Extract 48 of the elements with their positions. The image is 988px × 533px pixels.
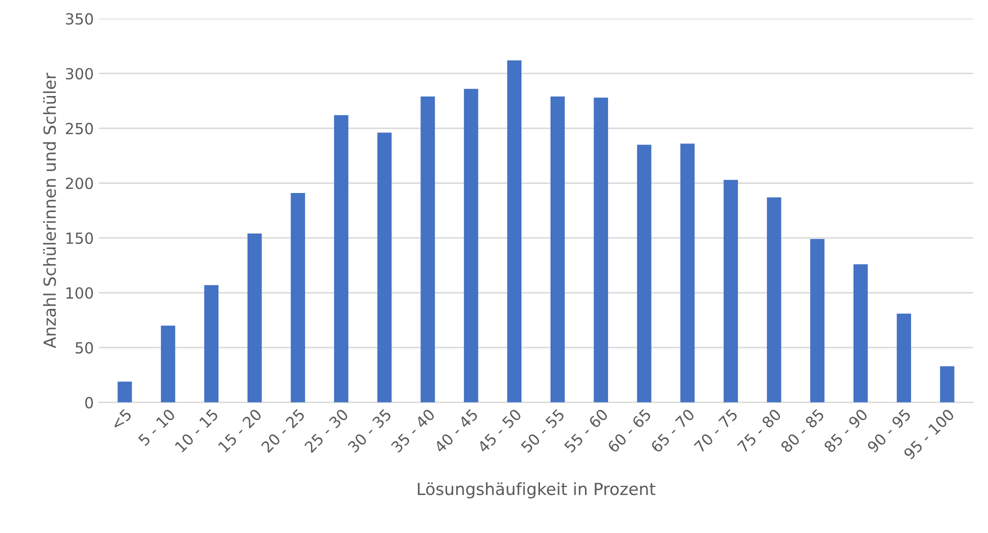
x-tick-label: <5 <box>110 408 132 430</box>
x-tick-label: 75 - 80 <box>736 408 782 454</box>
bar <box>377 132 392 402</box>
bar <box>420 96 435 402</box>
bar <box>637 144 652 402</box>
y-tick-label: 150 <box>66 232 93 244</box>
bar <box>118 382 132 402</box>
x-tick-label: 80 - 85 <box>780 408 825 454</box>
bar <box>247 234 262 402</box>
x-tick-label: 45 - 50 <box>476 408 522 454</box>
x-tick-label: 25 - 30 <box>304 408 349 454</box>
y-tick-label: 100 <box>66 287 93 299</box>
bar <box>550 96 565 402</box>
bar <box>680 144 695 402</box>
x-tick-label: 15 - 20 <box>218 408 262 453</box>
bar <box>940 366 954 402</box>
y-tick-label: 300 <box>66 68 93 80</box>
bar <box>724 180 738 402</box>
x-tick-label: 65 - 70 <box>650 408 696 454</box>
y-tick-label: 250 <box>66 122 93 134</box>
y-tick-label: 50 <box>76 342 93 354</box>
x-tick-label: 20 - 25 <box>260 408 306 454</box>
y-tick-label: 0 <box>85 396 93 408</box>
y-tick-label: 200 <box>66 178 93 190</box>
x-axis-title: Lösungshäufigkeit in Prozent <box>418 482 656 498</box>
x-tick-label: 70 - 75 <box>694 408 738 454</box>
x-tick-label: 35 - 40 <box>390 408 436 454</box>
bar <box>204 285 218 402</box>
y-axis-title: Anzahl Schülerinnen und Schüler <box>43 72 56 348</box>
bar <box>464 88 478 402</box>
x-tick-label: 60 - 65 <box>606 408 652 454</box>
x-tick-label: 55 - 60 <box>564 408 609 454</box>
bar <box>853 264 868 402</box>
x-tick-label: 5 - 10 <box>138 408 176 446</box>
x-tick-label: 30 - 35 <box>347 408 392 454</box>
bar <box>290 192 306 402</box>
y-tick-label: 350 <box>66 13 93 25</box>
x-tick-label: 40 - 45 <box>434 408 478 454</box>
bar <box>334 115 348 402</box>
x-tick-label: 10 - 15 <box>174 408 219 453</box>
bar <box>160 326 176 402</box>
bar <box>594 98 608 402</box>
bar <box>810 239 824 402</box>
bar <box>766 197 782 402</box>
x-tick-label: 85 - 90 <box>823 408 868 454</box>
bar <box>896 314 912 402</box>
bar <box>507 60 522 402</box>
x-tick-label: 50 - 55 <box>520 408 566 454</box>
